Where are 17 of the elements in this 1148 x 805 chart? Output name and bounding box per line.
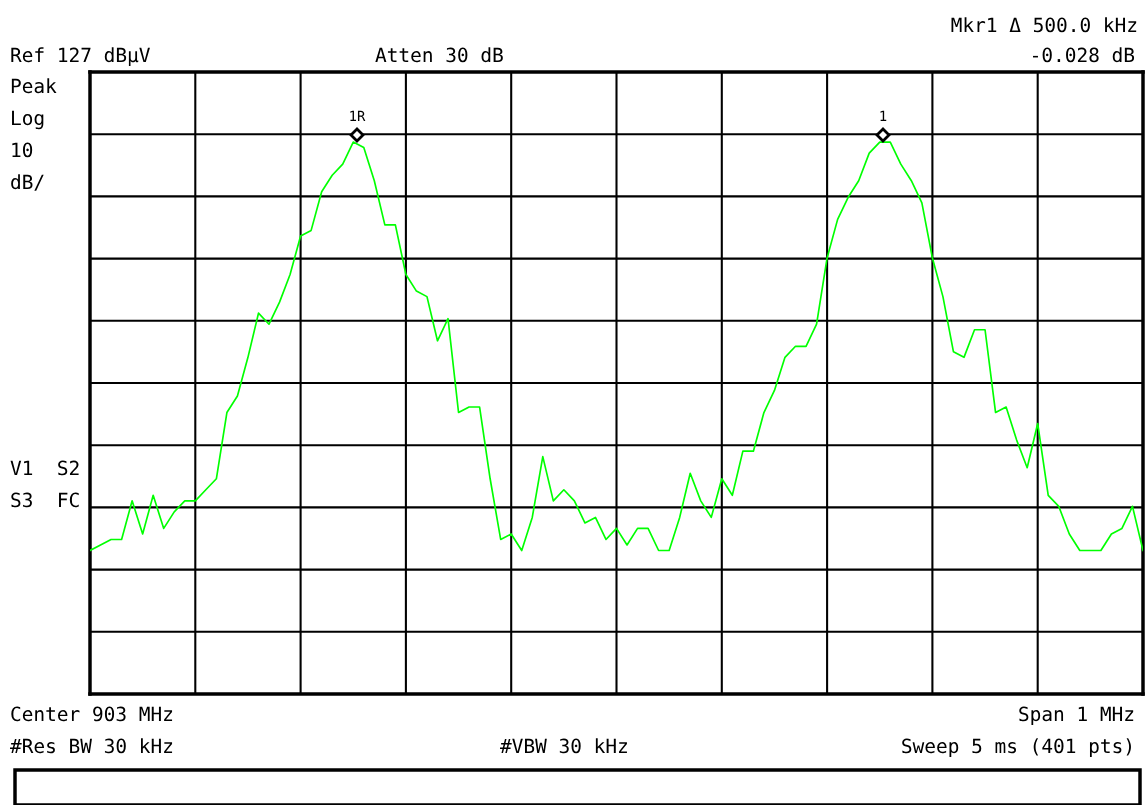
text: Log <box>12 110 44 130</box>
text: V1 S2 <box>10 460 79 476</box>
text: dB/ <box>11 174 44 191</box>
text: Peak <box>11 78 57 94</box>
text: Mkr1 Δ 500.0 kHz <box>951 17 1137 33</box>
text: 1 <box>880 110 887 121</box>
text: 10 <box>12 142 33 158</box>
text: Ref 127 dBµV <box>11 47 150 67</box>
text: -0.028 dB <box>1033 47 1135 63</box>
text: Atten 30 dB <box>375 47 503 63</box>
text: 1R <box>350 110 366 121</box>
text: Center 903 MHz <box>11 706 173 722</box>
text: #Res BW 30 kHz <box>10 738 173 754</box>
text: S3 FC <box>11 492 79 508</box>
text: Span 1 MHz <box>1019 706 1134 726</box>
text: #VBW 30 kHz <box>500 738 627 754</box>
text: Sweep 5 ms (401 pts) <box>902 738 1131 758</box>
